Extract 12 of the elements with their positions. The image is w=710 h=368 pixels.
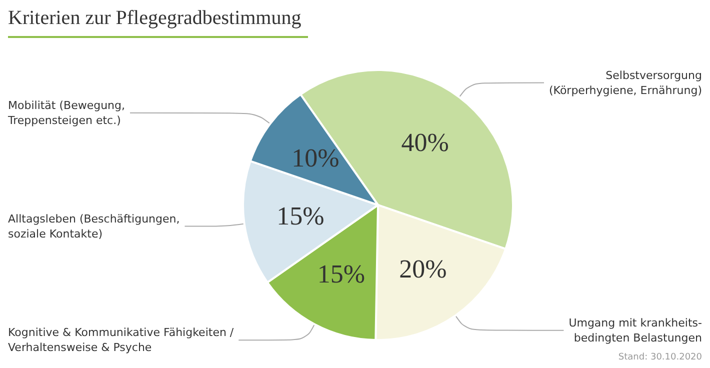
data-label: 15% xyxy=(276,201,324,230)
text: Stand: 30.10.2020 xyxy=(618,352,702,362)
slice-label: Umgang mit krankheits- bedingten Belastungen xyxy=(568,316,702,344)
slice-label: Alltagsleben (Beschäftigungen, soziale Kontakte) xyxy=(8,212,180,240)
slice-label: Kognitive & Kommunikative Fähigkeiten / Verhaltensweise & Psyche xyxy=(8,326,234,354)
slice-label: Selbstversorgung (Körperhygiene, Ernährung) xyxy=(548,68,702,97)
data-label: 10% xyxy=(292,143,340,172)
slice-label: Mobilität (Bewegung, Treppensteigen etc.) xyxy=(7,98,126,127)
data-label: 15% xyxy=(317,260,366,289)
data-label: 20% xyxy=(399,254,447,284)
chart-title: Kriterien zur Pflegegradbestimmung xyxy=(8,7,302,29)
data-label: 40% xyxy=(401,128,449,157)
